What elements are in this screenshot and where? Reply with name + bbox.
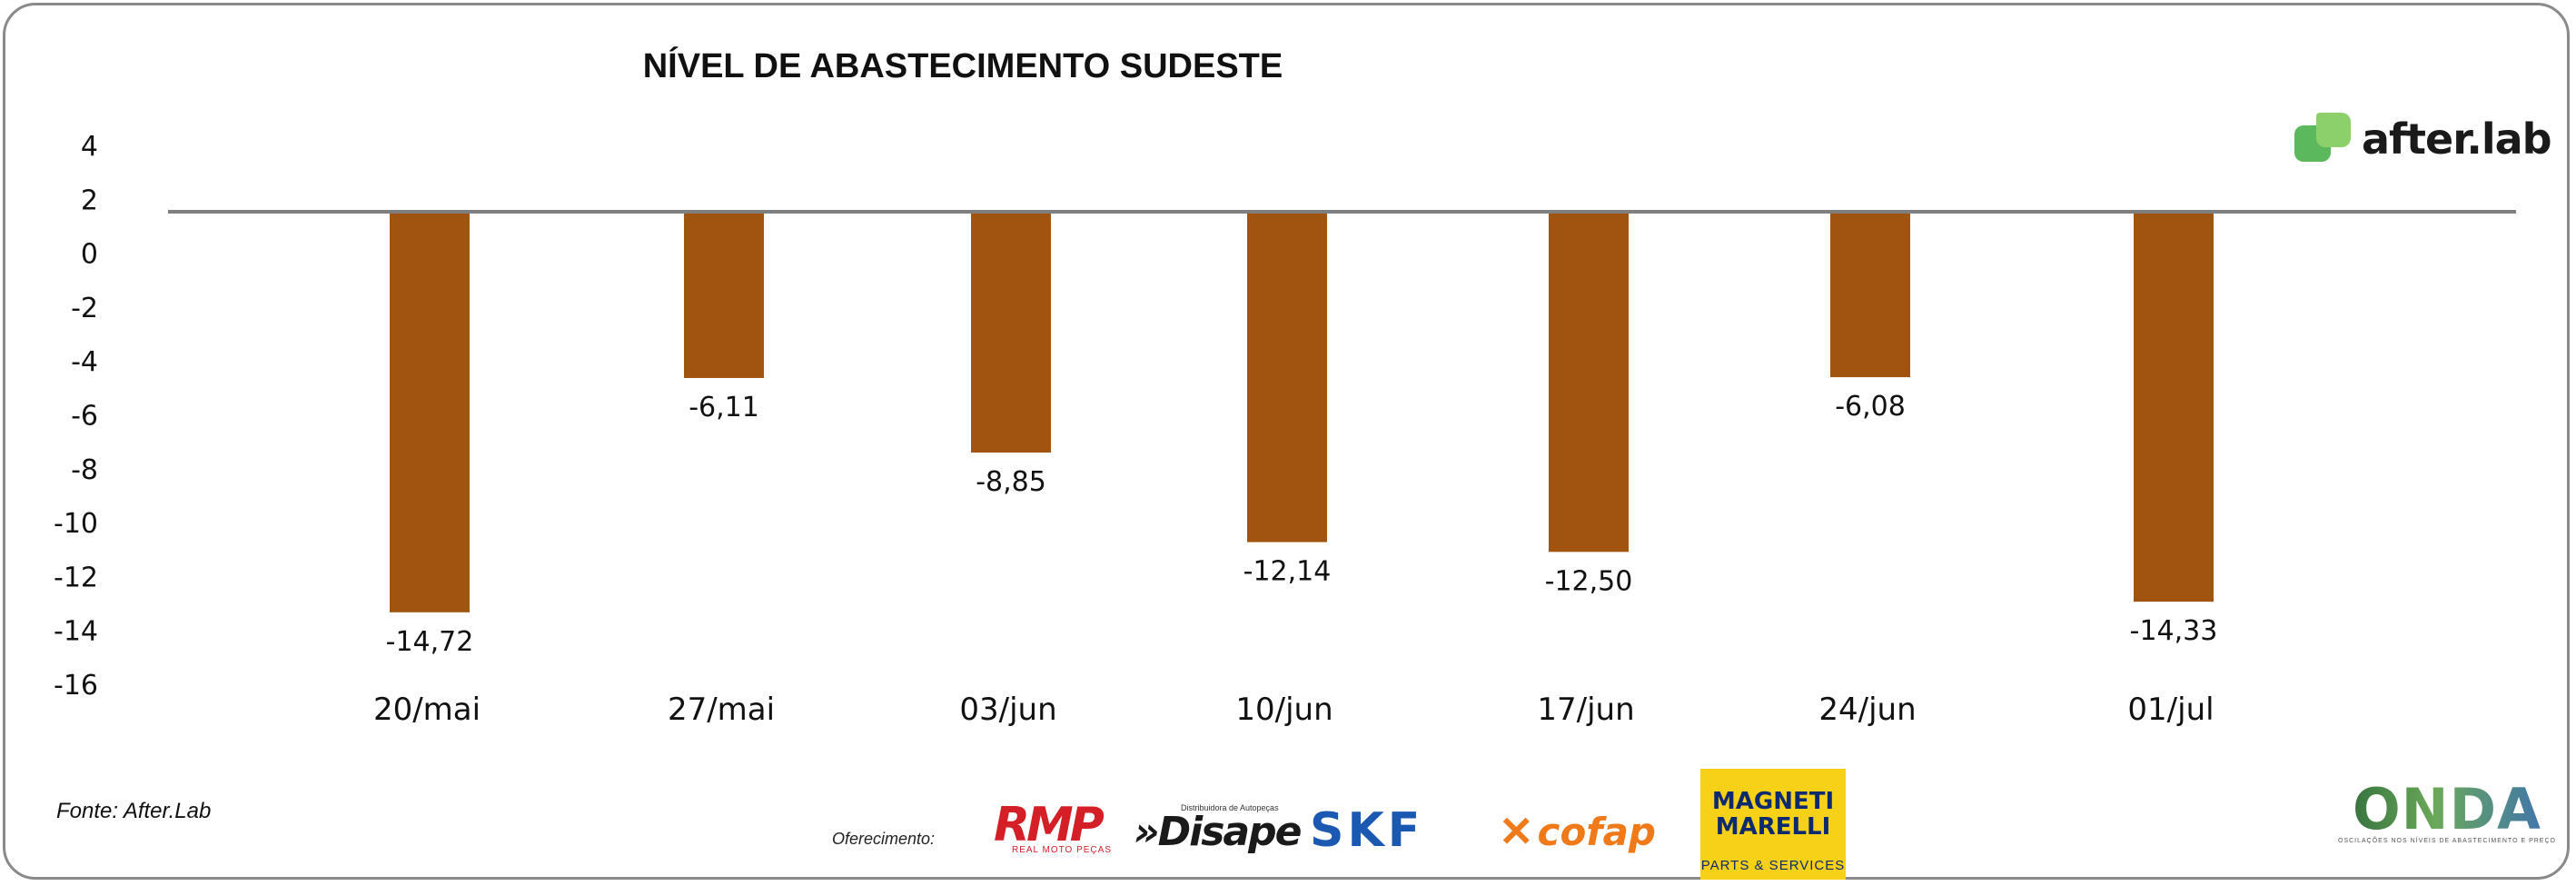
y-tick-label: -12 bbox=[54, 562, 98, 593]
afterlab-logo: after.lab bbox=[2294, 113, 2552, 165]
afterlab-wordmark: after.lab bbox=[2362, 114, 2552, 164]
data-label: -14,72 bbox=[386, 626, 474, 658]
magneti-wordmark: MAGNETI MARELLI bbox=[1711, 788, 1835, 841]
y-tick-label: -6 bbox=[71, 401, 98, 433]
rmp-subtitle: REAL MOTO PEÇAS bbox=[1011, 845, 1112, 855]
y-axis: 4 2 0 -2 -4 -6 -8 -10 -12 -14 -16 bbox=[54, 131, 98, 702]
chart-title: NÍVEL DE ABASTECIMENTO SUDESTE bbox=[642, 47, 1283, 85]
bars bbox=[390, 212, 2214, 612]
bar bbox=[971, 212, 1051, 453]
y-tick-label: 2 bbox=[81, 184, 98, 216]
disape-logo: Distribuidora de Autopeças »Disape bbox=[1134, 803, 1302, 855]
data-label: -6,11 bbox=[689, 392, 759, 423]
x-tick-label: 24/jun bbox=[1818, 692, 1916, 728]
x-tick-label: 20/mai bbox=[373, 692, 481, 728]
onda-wordmark: ONDA bbox=[2338, 781, 2556, 838]
onda-logo: ONDA OSCILAÇÕES NOS NÍVEIS DE ABASTECIME… bbox=[2338, 781, 2556, 845]
data-labels: -14,72 -6,11 -8,85 -12,14 -12,50 -6,08 -14,33 bbox=[386, 391, 2218, 658]
y-tick-label: 4 bbox=[81, 131, 98, 163]
x-axis: 20/mai 27/mai 03/jun 10/jun 17/jun 24/jun 01/j… bbox=[373, 692, 2214, 728]
bar bbox=[684, 212, 764, 378]
magneti-subtitle: PARTS & SERVICES bbox=[1700, 858, 1846, 873]
data-label: -6,08 bbox=[1835, 391, 1906, 423]
cofap-mark-icon: ✕ bbox=[1499, 808, 1534, 855]
x-tick-label: 17/jun bbox=[1537, 692, 1634, 728]
y-tick-label: -4 bbox=[71, 346, 98, 378]
data-label: -14,33 bbox=[2130, 615, 2218, 647]
rmp-logo: RMP REAL MOTO PEÇAS bbox=[994, 801, 1112, 855]
rmp-wordmark: RMP bbox=[994, 798, 1105, 852]
y-tick-label: -14 bbox=[54, 616, 98, 648]
afterlab-mark-icon bbox=[2294, 113, 2356, 165]
magneti-marelli-logo: MAGNETI MARELLI PARTS & SERVICES bbox=[1700, 769, 1846, 880]
y-tick-label: -2 bbox=[71, 293, 98, 324]
disape-subtitle: Distribuidora de Autopeças bbox=[1181, 803, 1279, 812]
y-tick-label: -10 bbox=[54, 508, 98, 540]
onda-subtitle: OSCILAÇÕES NOS NÍVEIS DE ABASTECIMENTO E… bbox=[2338, 838, 2556, 844]
disape-wordmark: »Disape bbox=[1134, 809, 1302, 855]
sponsor-label: Oferecimento: bbox=[832, 830, 936, 848]
y-tick-label: -16 bbox=[54, 670, 98, 702]
data-label: -8,85 bbox=[976, 466, 1046, 498]
x-tick-label: 03/jun bbox=[959, 692, 1056, 728]
skf-logo: SKF bbox=[1310, 803, 1424, 858]
bar bbox=[1830, 212, 1910, 378]
bar bbox=[1247, 212, 1327, 543]
x-tick-label: 01/jul bbox=[2127, 692, 2214, 728]
bar bbox=[2134, 212, 2214, 602]
y-tick-label: -8 bbox=[71, 454, 98, 486]
data-label: -12,14 bbox=[1243, 556, 1332, 588]
cofap-logo: ✕ cofap bbox=[1499, 807, 1656, 856]
y-tick-label: 0 bbox=[81, 239, 98, 271]
x-tick-label: 27/mai bbox=[668, 692, 775, 728]
source-note: Fonte: After.Lab bbox=[56, 799, 212, 823]
cofap-wordmark: cofap bbox=[1537, 809, 1656, 854]
x-tick-label: 10/jun bbox=[1235, 692, 1333, 728]
data-label: -12,50 bbox=[1545, 565, 1633, 597]
bar bbox=[390, 212, 470, 612]
bar bbox=[1549, 212, 1629, 553]
